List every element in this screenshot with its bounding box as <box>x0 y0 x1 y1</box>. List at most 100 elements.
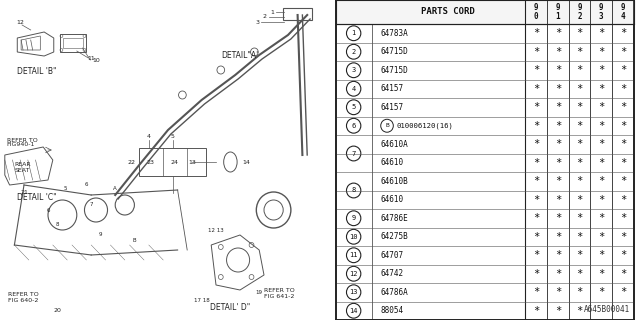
Text: 64610: 64610 <box>381 158 404 167</box>
Text: *: * <box>598 158 604 168</box>
Text: *: * <box>555 287 561 297</box>
Text: REFER TO: REFER TO <box>6 138 38 142</box>
Text: *: * <box>577 287 582 297</box>
Text: *: * <box>620 232 626 242</box>
Text: *: * <box>555 269 561 279</box>
Text: 13: 13 <box>188 159 196 164</box>
Text: 19: 19 <box>256 291 262 295</box>
Text: *: * <box>577 102 582 112</box>
Text: 13: 13 <box>349 289 358 295</box>
Text: 5: 5 <box>171 133 175 139</box>
Text: SEAT: SEAT <box>14 167 30 172</box>
Text: 4: 4 <box>351 86 356 92</box>
Text: 10: 10 <box>92 58 100 62</box>
Text: *: * <box>577 306 582 316</box>
Text: 6: 6 <box>84 182 88 188</box>
Text: REFER TO: REFER TO <box>8 292 38 298</box>
Text: 2: 2 <box>263 14 267 20</box>
Text: 2: 2 <box>351 49 356 55</box>
Text: 5: 5 <box>63 186 67 190</box>
Text: *: * <box>598 287 604 297</box>
Text: *: * <box>577 176 582 186</box>
Text: FIG940-1: FIG940-1 <box>6 141 35 147</box>
Text: *: * <box>598 195 604 205</box>
Text: *: * <box>598 176 604 186</box>
Text: *: * <box>533 176 539 186</box>
Text: *: * <box>598 102 604 112</box>
Text: *: * <box>620 158 626 168</box>
Text: *: * <box>533 28 539 38</box>
Text: 22: 22 <box>127 159 136 164</box>
Text: *: * <box>555 158 561 168</box>
Text: 4: 4 <box>147 133 151 139</box>
Text: *: * <box>620 65 626 75</box>
Text: *: * <box>598 250 604 260</box>
Text: 88054: 88054 <box>381 306 404 315</box>
Text: *: * <box>577 232 582 242</box>
Text: 20: 20 <box>54 308 61 313</box>
Text: 64783A: 64783A <box>381 29 408 38</box>
Text: 9
1: 9 1 <box>556 3 560 21</box>
Text: 3: 3 <box>255 20 259 25</box>
Text: *: * <box>577 250 582 260</box>
Text: 1: 1 <box>271 10 275 14</box>
Text: 10: 10 <box>349 234 358 240</box>
Text: *: * <box>533 250 539 260</box>
FancyBboxPatch shape <box>336 0 634 320</box>
Text: B: B <box>132 237 136 243</box>
Text: *: * <box>533 139 539 149</box>
Text: *: * <box>620 102 626 112</box>
Text: 6: 6 <box>351 123 356 129</box>
Text: *: * <box>577 195 582 205</box>
Text: B: B <box>385 123 389 128</box>
Text: 9: 9 <box>351 215 356 221</box>
Text: *: * <box>620 195 626 205</box>
Text: *: * <box>533 102 539 112</box>
Text: *: * <box>555 65 561 75</box>
Text: *: * <box>598 28 604 38</box>
Text: *: * <box>533 47 539 57</box>
Text: *: * <box>555 176 561 186</box>
Text: *: * <box>620 47 626 57</box>
Text: *: * <box>598 65 604 75</box>
Text: *: * <box>620 176 626 186</box>
Text: 64786A: 64786A <box>381 288 408 297</box>
Text: *: * <box>598 232 604 242</box>
Text: A: A <box>113 186 117 190</box>
Text: *: * <box>533 306 539 316</box>
Text: *: * <box>555 28 561 38</box>
Text: 64275B: 64275B <box>381 232 408 241</box>
Text: *: * <box>577 47 582 57</box>
Text: 9: 9 <box>99 233 102 237</box>
Text: REAR: REAR <box>14 163 31 167</box>
Text: *: * <box>555 195 561 205</box>
Text: 64707: 64707 <box>381 251 404 260</box>
Text: *: * <box>598 121 604 131</box>
Text: *: * <box>620 28 626 38</box>
Text: *: * <box>533 65 539 75</box>
Text: 9
4: 9 4 <box>621 3 625 21</box>
Text: 010006120(16): 010006120(16) <box>396 123 453 129</box>
Text: *: * <box>555 232 561 242</box>
Text: 64157: 64157 <box>381 103 404 112</box>
Text: *: * <box>577 121 582 131</box>
Text: 9
0: 9 0 <box>534 3 538 21</box>
Text: 64742: 64742 <box>381 269 404 278</box>
Text: 64610: 64610 <box>381 195 404 204</box>
Text: *: * <box>598 213 604 223</box>
Text: *: * <box>533 269 539 279</box>
Text: 8: 8 <box>56 222 60 228</box>
Text: *: * <box>620 287 626 297</box>
Text: *: * <box>577 28 582 38</box>
Text: FIG 640-2: FIG 640-2 <box>8 298 38 302</box>
Text: PARTS CORD: PARTS CORD <box>422 7 476 17</box>
Text: *: * <box>555 121 561 131</box>
Text: *: * <box>577 65 582 75</box>
Text: *: * <box>555 250 561 260</box>
Text: 11: 11 <box>87 55 95 60</box>
Text: *: * <box>555 102 561 112</box>
Text: 12: 12 <box>16 20 24 25</box>
Text: 3: 3 <box>351 67 356 73</box>
Text: 1: 1 <box>351 30 356 36</box>
Text: DETAIL' D": DETAIL' D" <box>211 302 250 311</box>
